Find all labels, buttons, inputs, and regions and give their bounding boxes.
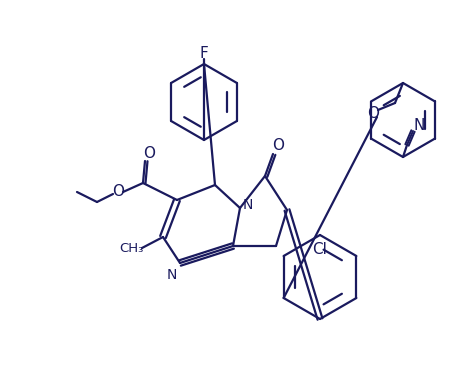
Text: F: F <box>199 45 208 61</box>
Text: CH₃: CH₃ <box>119 241 143 255</box>
Text: N: N <box>243 198 253 212</box>
Text: N: N <box>413 119 425 133</box>
Text: O: O <box>272 138 284 153</box>
Text: Cl: Cl <box>313 241 328 257</box>
Text: O: O <box>112 185 124 199</box>
Text: O: O <box>367 105 379 121</box>
Text: N: N <box>167 268 177 282</box>
Text: O: O <box>143 146 155 160</box>
